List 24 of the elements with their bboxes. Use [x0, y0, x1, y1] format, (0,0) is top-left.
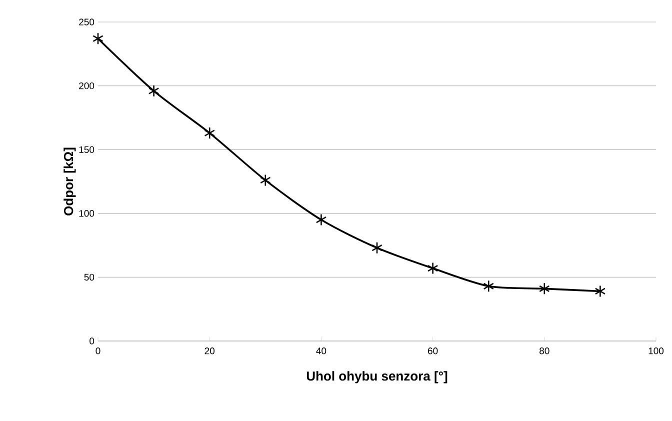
- point: [260, 174, 271, 186]
- point: [148, 84, 160, 98]
- point: [427, 262, 438, 274]
- point: [92, 32, 104, 45]
- point: [204, 126, 216, 140]
- point: [538, 282, 550, 295]
- point: [594, 285, 606, 298]
- point: [316, 214, 327, 226]
- x-tick-label: 20: [204, 348, 215, 354]
- y-tick-label: 200: [79, 82, 94, 90]
- y-tick-label: 50: [84, 274, 94, 281]
- point: [483, 280, 494, 292]
- y-tick-label: 100: [79, 210, 94, 217]
- y-tick-label: 0: [90, 338, 94, 344]
- y-tick-label: 250: [79, 18, 94, 26]
- point: [372, 242, 382, 254]
- x-tick-label: 100: [648, 348, 664, 354]
- y-tick-label: 150: [79, 146, 94, 153]
- x-tick-label: 80: [540, 348, 550, 354]
- y-axis-title: Odpor [kΩ]: [64, 148, 76, 216]
- x-tick-label: 60: [428, 348, 438, 354]
- x-tick-label: 40: [316, 348, 326, 354]
- x-axis-title: Uhol ohybu senzora [°]: [306, 371, 448, 384]
- x-tick-label: 0: [96, 348, 100, 354]
